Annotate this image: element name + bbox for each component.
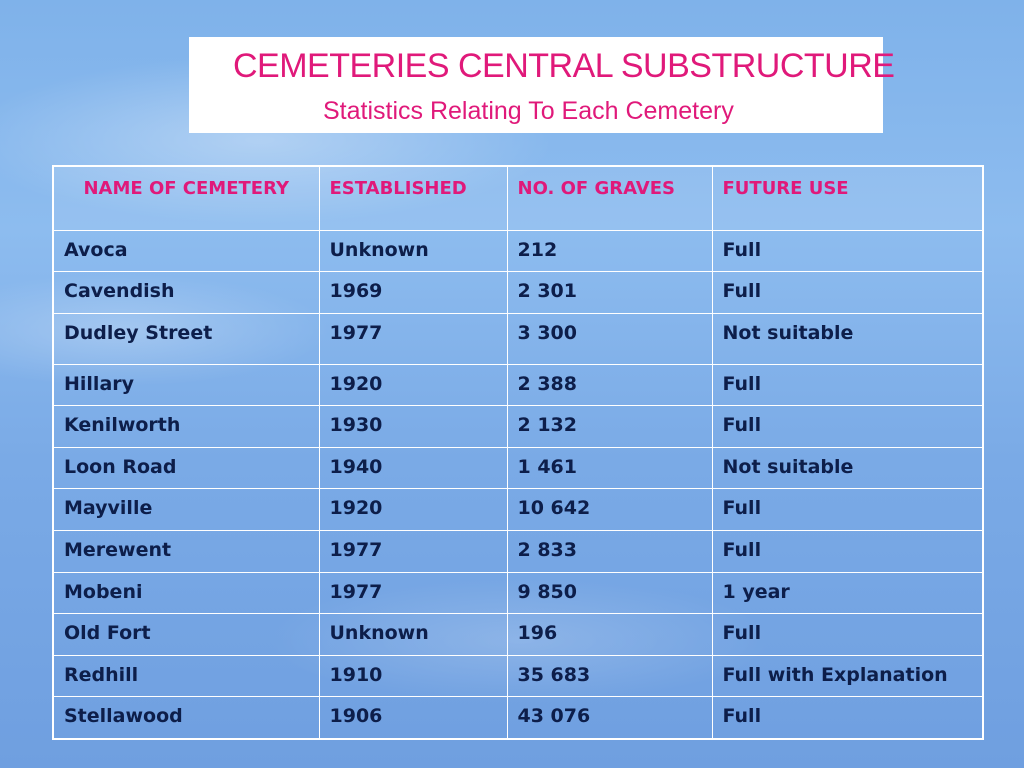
page-subtitle: Statistics Relating To Each Cemetery	[323, 97, 734, 125]
cell-name: Merewent	[52, 530, 320, 573]
cell-established: 1906	[318, 696, 508, 740]
cell-graves: 35 683	[506, 654, 713, 698]
table-row: Loon Road 1940 1 461 Not suitable	[52, 446, 984, 490]
column-header-name: NAME OF CEMETERY	[52, 165, 320, 231]
cell-future-use: Full	[711, 488, 984, 532]
cell-name: Loon Road	[52, 446, 320, 490]
cell-name: Dudley Street	[52, 312, 320, 365]
table-header-row: NAME OF CEMETERY ESTABLISHED NO. OF GRAV…	[52, 165, 984, 231]
cell-future-use: Not suitable	[711, 312, 984, 365]
cell-established: Unknown	[318, 613, 508, 656]
column-header-graves: NO. OF GRAVES	[506, 165, 713, 231]
cell-established: 1920	[318, 488, 508, 532]
table-row: Dudley Street 1977 3 300 Not suitable	[52, 312, 984, 365]
cell-future-use: Full	[711, 613, 984, 656]
cell-graves: 9 850	[506, 571, 713, 615]
table-row: Mayville 1920 10 642 Full	[52, 488, 984, 532]
cell-graves: 3 300	[506, 312, 713, 365]
cell-graves: 10 642	[506, 488, 713, 532]
cell-name: Kenilworth	[52, 405, 320, 448]
column-header-established: ESTABLISHED	[318, 165, 508, 231]
cell-name: Avoca	[52, 229, 320, 273]
cell-name: Redhill	[52, 654, 320, 698]
table-row: Avoca Unknown 212 Full	[52, 229, 984, 273]
cell-future-use: Not suitable	[711, 446, 984, 490]
cell-established: Unknown	[318, 229, 508, 273]
cell-graves: 1 461	[506, 446, 713, 490]
table-row: Mobeni 1977 9 850 1 year	[52, 571, 984, 615]
cell-established: 1977	[318, 312, 508, 365]
cell-future-use: Full	[711, 363, 984, 407]
cell-future-use: Full	[711, 271, 984, 314]
cell-future-use: 1 year	[711, 571, 984, 615]
cell-future-use: Full with Explanation	[711, 654, 984, 698]
cemetery-table: NAME OF CEMETERY ESTABLISHED NO. OF GRAV…	[52, 165, 984, 740]
cell-established: 1940	[318, 446, 508, 490]
cell-established: 1977	[318, 530, 508, 573]
cell-graves: 212	[506, 229, 713, 273]
cell-future-use: Full	[711, 229, 984, 273]
cell-name: Mobeni	[52, 571, 320, 615]
cell-future-use: Full	[711, 405, 984, 448]
cell-name: Stellawood	[52, 696, 320, 740]
cell-name: Old Fort	[52, 613, 320, 656]
table-row: Cavendish 1969 2 301 Full	[52, 271, 984, 314]
cell-graves: 2 388	[506, 363, 713, 407]
table-row: Stellawood 1906 43 076 Full	[52, 696, 984, 740]
title-box: CEMETERIES CENTRAL SUBSTRUCTURE Statisti…	[189, 37, 895, 133]
table-row: Old Fort Unknown 196 Full	[52, 613, 984, 656]
table-row: Merewent 1977 2 833 Full	[52, 530, 984, 573]
table-row: Redhill 1910 35 683 Full with Explanatio…	[52, 654, 984, 698]
cell-future-use: Full	[711, 530, 984, 573]
cell-graves: 2 301	[506, 271, 713, 314]
cell-established: 1969	[318, 271, 508, 314]
cell-name: Mayville	[52, 488, 320, 532]
cell-established: 1930	[318, 405, 508, 448]
cell-graves: 196	[506, 613, 713, 656]
cell-future-use: Full	[711, 696, 984, 740]
table-row: Hillary 1920 2 388 Full	[52, 363, 984, 407]
cell-name: Cavendish	[52, 271, 320, 314]
cell-established: 1910	[318, 654, 508, 698]
column-header-future-use: FUTURE USE	[711, 165, 984, 231]
cell-name: Hillary	[52, 363, 320, 407]
cell-graves: 2 833	[506, 530, 713, 573]
cell-graves: 43 076	[506, 696, 713, 740]
cell-graves: 2 132	[506, 405, 713, 448]
table-row: Kenilworth 1930 2 132 Full	[52, 405, 984, 448]
page-title: CEMETERIES CENTRAL SUBSTRUCTURE	[233, 47, 895, 85]
cell-established: 1977	[318, 571, 508, 615]
cell-established: 1920	[318, 363, 508, 407]
